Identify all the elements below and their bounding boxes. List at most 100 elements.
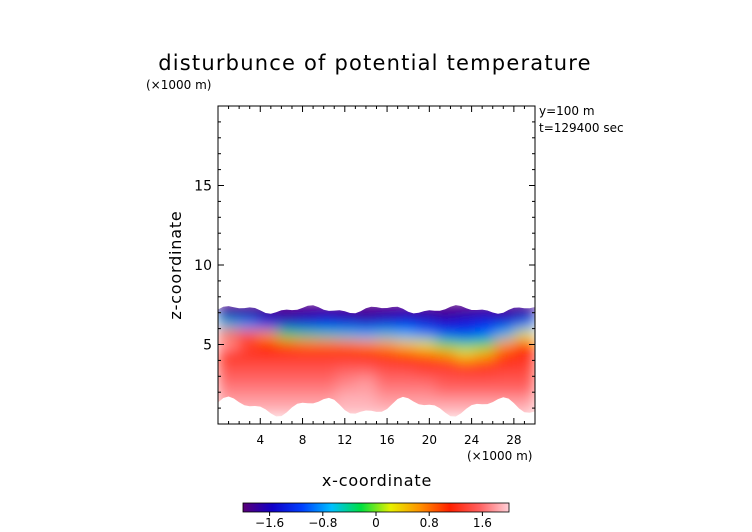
field-cell (316, 339, 338, 350)
field-cell (415, 386, 437, 398)
field-cell (376, 377, 397, 388)
field-cell (455, 339, 477, 350)
field-cell (376, 310, 397, 322)
field-cell (475, 348, 496, 360)
field-cell (494, 339, 516, 350)
field-cell (316, 367, 338, 379)
field-cell (415, 339, 437, 350)
field-cell (296, 329, 318, 341)
field-cell (475, 377, 496, 388)
field-cell (514, 329, 535, 341)
field-cell (218, 377, 239, 388)
field-cell (336, 310, 358, 322)
field-cell (218, 367, 239, 379)
field-cell (415, 377, 437, 388)
temperature-field (218, 106, 535, 424)
field-cell (435, 367, 457, 379)
field-cell (455, 348, 477, 360)
field-cell (376, 339, 397, 350)
x-tick-label: 4 (256, 433, 264, 447)
colorbar-tick-label: −0.8 (308, 516, 337, 530)
field-cell (276, 396, 298, 408)
field-cell (316, 348, 338, 360)
field-cell (455, 358, 477, 369)
y-axis-ticks: 5 10 15 (194, 121, 535, 409)
field-cell (237, 377, 259, 388)
field-cell (494, 358, 516, 369)
field-cell (296, 320, 318, 331)
field-cell (276, 386, 298, 398)
x-tick-label: 12 (337, 433, 352, 447)
field-cell (276, 358, 298, 369)
field-cell (494, 329, 516, 341)
field-cell (514, 367, 535, 379)
field-cell (376, 358, 397, 369)
field-cell (218, 320, 239, 331)
field-cell (336, 329, 358, 341)
field-cell (514, 406, 535, 417)
y-tick-label: 5 (203, 338, 212, 354)
field-cell (296, 386, 318, 398)
field-cell (356, 386, 377, 398)
field-cell (494, 386, 516, 398)
field-cell (336, 386, 358, 398)
x-tick-label: 20 (422, 433, 437, 447)
x-tick-label: 16 (379, 433, 394, 447)
field-cell (415, 329, 437, 341)
field-cell (435, 386, 457, 398)
field-cell (296, 348, 318, 360)
field-cell (514, 377, 535, 388)
field-cell (356, 367, 377, 379)
field-bottom-boundary (218, 396, 535, 424)
field-cell (514, 396, 535, 408)
field-cell (356, 358, 377, 369)
field-cell (514, 320, 535, 331)
field-cell (395, 358, 417, 369)
field-cell (218, 348, 239, 360)
field-cell (415, 348, 437, 360)
field-cell (376, 329, 397, 341)
field-cell (415, 310, 437, 322)
field-cell (376, 386, 397, 398)
field-cell (237, 386, 259, 398)
field-cell (455, 320, 477, 331)
field-cell (336, 396, 358, 408)
field-cell (395, 386, 417, 398)
field-cell (356, 377, 377, 388)
field-cell (475, 329, 496, 341)
field-cell (356, 320, 377, 331)
field-cell (237, 358, 259, 369)
colorbar-tick-label: 0 (372, 516, 380, 530)
field-cell (475, 339, 496, 350)
field-cell (475, 367, 496, 379)
field-cell (455, 310, 477, 322)
field-cell (356, 310, 377, 322)
x-tick-label: 28 (506, 433, 521, 447)
field-cell (395, 339, 417, 350)
field-cell (276, 377, 298, 388)
annotation-y-slice: y=100 m (539, 104, 595, 118)
field-cell (356, 339, 377, 350)
field-cell (316, 386, 338, 398)
field-cell (435, 348, 457, 360)
colorbar-ticks: −1.6 −0.8 0 0.8 1.6 (255, 512, 492, 530)
field-cell (257, 358, 278, 369)
field-cell (494, 348, 516, 360)
x-tick-label: 8 (299, 433, 307, 447)
field-cell (376, 396, 397, 408)
field-cell (356, 396, 377, 408)
field-cell (455, 377, 477, 388)
field-cell (257, 329, 278, 341)
field-cell (356, 329, 377, 341)
field-cell (395, 329, 417, 341)
field-cell (276, 348, 298, 360)
field-cell (218, 339, 239, 350)
field-top-boundary (218, 106, 535, 314)
field-cell (435, 320, 457, 331)
field-cell (276, 310, 298, 322)
field-cell (296, 377, 318, 388)
field-cell (514, 386, 535, 398)
field-cell (336, 320, 358, 331)
field-cell (395, 348, 417, 360)
